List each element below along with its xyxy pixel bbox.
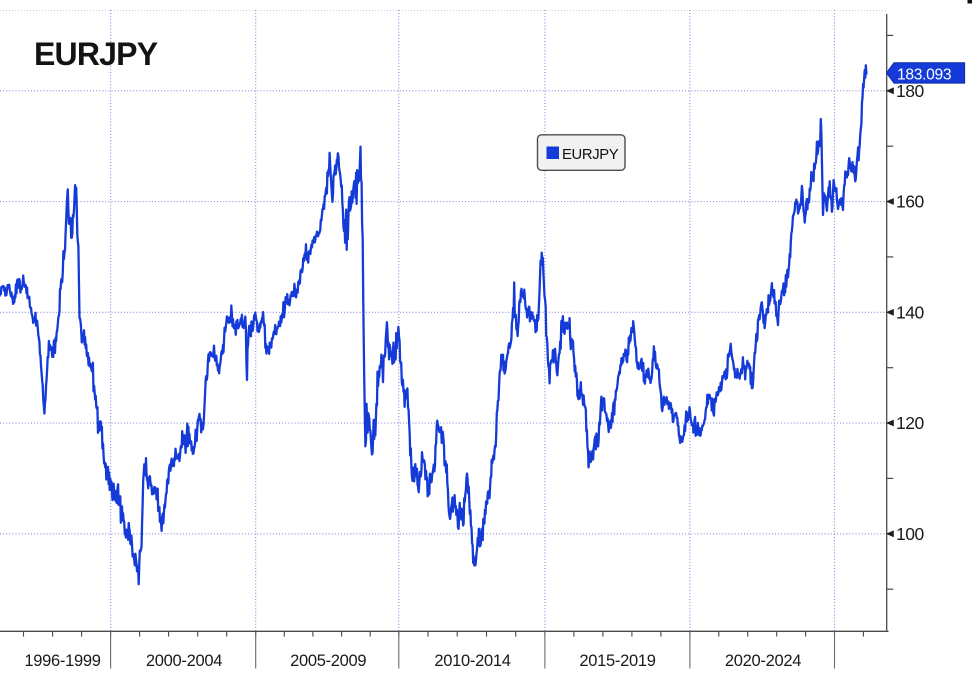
svg-text:2000-2004: 2000-2004 [146,652,222,670]
svg-text:100: 100 [896,524,924,544]
svg-text:180: 180 [896,81,924,101]
svg-text:EURJPY: EURJPY [34,36,158,72]
svg-text:2020-2024: 2020-2024 [725,652,801,670]
svg-text:183.093: 183.093 [897,66,951,83]
svg-text:EURJPY: EURJPY [562,147,619,163]
svg-text:160: 160 [896,192,924,212]
svg-text:140: 140 [896,302,924,322]
svg-text:2015-2019: 2015-2019 [579,652,655,670]
svg-text:1996-1999: 1996-1999 [24,652,100,670]
svg-text:120: 120 [896,413,924,433]
svg-text:2010-2014: 2010-2014 [434,652,510,670]
svg-text:2005-2009: 2005-2009 [290,652,366,670]
